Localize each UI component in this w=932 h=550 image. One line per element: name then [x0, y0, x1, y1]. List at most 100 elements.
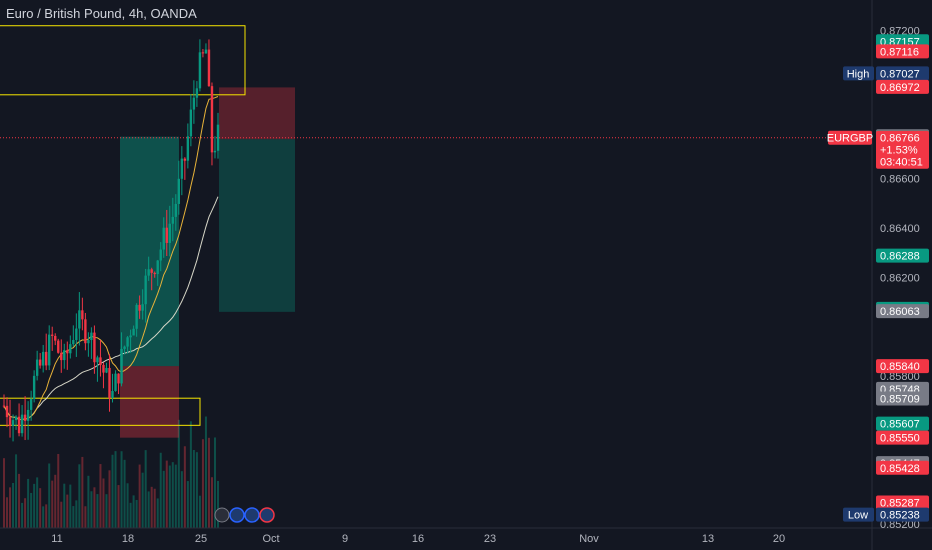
- candle-body: [5, 405, 9, 418]
- volume-bar: [210, 477, 213, 528]
- symbol-tag-label: EURGBP: [827, 133, 873, 145]
- candle-body: [11, 420, 15, 426]
- current-price-box: [876, 130, 929, 169]
- volume-bar: [204, 416, 207, 528]
- candle-body: [120, 348, 123, 384]
- event-icon[interactable]: [259, 507, 275, 523]
- candle-body: [96, 357, 99, 363]
- volume-bar: [33, 483, 36, 528]
- short-position-target: [219, 139, 295, 312]
- candle-body: [165, 227, 168, 243]
- candle-body: [114, 373, 117, 391]
- volume-bar: [144, 450, 147, 528]
- volume-bar: [180, 471, 183, 528]
- candle-body: [57, 340, 60, 353]
- x-tick-label: 18: [122, 533, 134, 545]
- volume-bar: [162, 470, 165, 528]
- price-tag: [876, 66, 929, 81]
- y-tick-label: 0.85200: [880, 519, 920, 531]
- volume-bar: [189, 421, 192, 528]
- volume-bar: [217, 480, 219, 528]
- zones: [0, 25, 246, 426]
- volume-bar: [201, 439, 204, 528]
- volume-bar: [135, 499, 138, 528]
- candle-body: [159, 249, 162, 261]
- candle-body: [192, 97, 196, 110]
- volume-bar: [138, 464, 141, 528]
- supply-zone[interactable]: [0, 25, 246, 96]
- candle-body: [66, 350, 69, 354]
- x-tick-label: 9: [342, 533, 348, 545]
- candle-body: [171, 216, 174, 224]
- volume-bar: [9, 487, 12, 528]
- candle-body: [183, 158, 187, 161]
- candle-body: [105, 367, 108, 373]
- candle-body: [69, 344, 72, 354]
- price-tags: 0.871570.871160.87027High0.869720.867720…: [827, 34, 929, 522]
- price-tag-value: 0.86972: [880, 82, 920, 94]
- volume-bar: [63, 483, 66, 528]
- candle-body: [108, 367, 111, 398]
- candle-body: [129, 335, 132, 338]
- volume-bar: [99, 464, 102, 528]
- volume-bar: [150, 486, 153, 528]
- volume-bar: [51, 480, 54, 528]
- candles: [2, 39, 220, 442]
- candle-body: [213, 150, 217, 153]
- volume-bar: [18, 473, 21, 528]
- candle-body: [51, 334, 54, 336]
- price-tag-value: 0.86288: [880, 251, 920, 263]
- candle-body: [93, 332, 96, 363]
- candle-body: [102, 364, 105, 373]
- x-tick-label: Nov: [579, 533, 599, 545]
- chart-title: Euro / British Pound, 4h, OANDA: [6, 6, 197, 21]
- candle-body: [135, 304, 138, 329]
- candle-body: [14, 416, 18, 421]
- volume-bar: [108, 470, 111, 528]
- candle-body: [75, 328, 78, 341]
- event-icon[interactable]: [229, 507, 245, 523]
- candle-body: [174, 203, 178, 217]
- candle-body: [32, 375, 36, 400]
- volume-bar: [21, 502, 24, 528]
- volume-bar: [45, 504, 48, 528]
- candle-body: [204, 49, 208, 54]
- candle-body: [60, 352, 63, 361]
- candle-body: [147, 269, 150, 276]
- candle-body: [126, 337, 129, 347]
- y-tick-label: 0.86600: [880, 174, 920, 186]
- volume-bar: [105, 494, 108, 528]
- volume-bar: [159, 452, 162, 528]
- candle-body: [17, 416, 21, 434]
- volume-bar: [132, 495, 135, 528]
- volume-bar: [78, 464, 81, 528]
- candle-body: [84, 319, 87, 344]
- indicator-icons[interactable]: [214, 507, 275, 523]
- candle-body: [38, 359, 42, 366]
- volume-bar: [102, 478, 105, 528]
- demand-zone[interactable]: [0, 397, 201, 426]
- price-tag: [876, 359, 929, 374]
- volume-bar: [126, 483, 129, 528]
- candle-body: [20, 414, 24, 434]
- volume-bar: [147, 491, 150, 528]
- volume-bar: [177, 419, 180, 528]
- lightning-icon[interactable]: [214, 507, 230, 523]
- volume-bars: [3, 416, 219, 528]
- candle-body: [8, 417, 12, 426]
- candle-body: [87, 340, 90, 344]
- event-icon[interactable]: [244, 507, 260, 523]
- long-position-stop: [120, 366, 179, 438]
- candle-body: [210, 86, 214, 153]
- volume-bar: [15, 454, 18, 528]
- candle-body: [41, 351, 45, 366]
- volume-bar: [60, 501, 63, 528]
- candle-body: [23, 414, 27, 421]
- volume-bar: [114, 451, 117, 528]
- volume-bar: [69, 484, 72, 528]
- current-price-change: +1.53%: [880, 145, 918, 157]
- price-tag-value: 0.85550: [880, 433, 920, 445]
